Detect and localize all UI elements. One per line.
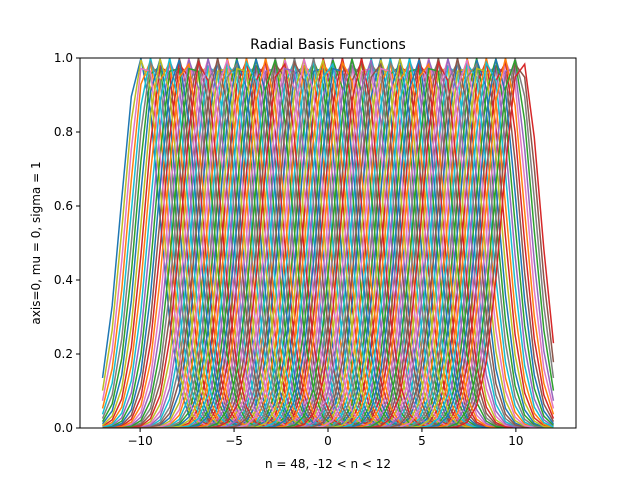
- rbf-curve: [102, 58, 554, 428]
- rbf-curve: [102, 59, 554, 428]
- rbf-curve: [102, 59, 555, 428]
- rbf-curve: [102, 62, 554, 428]
- y-tick-label: 0.6: [54, 199, 73, 213]
- chart-title: Radial Basis Functions: [250, 37, 406, 53]
- rbf-curve: [102, 58, 554, 428]
- x-tick-label: 10: [508, 434, 523, 448]
- x-tick-label: 0: [324, 434, 332, 448]
- rbf-curve: [102, 59, 554, 428]
- y-tick-label: 0.4: [54, 273, 73, 287]
- rbf-curve: [102, 64, 554, 428]
- rbf-curve: [102, 58, 554, 428]
- rbf-curve: [102, 67, 554, 428]
- rbf-curve: [102, 58, 554, 428]
- rbf-curve: [102, 58, 554, 428]
- rbf-curve: [102, 67, 554, 428]
- rbf-curve: [102, 58, 554, 428]
- rbf-curve: [102, 62, 554, 428]
- rbf-curve: [101, 58, 554, 428]
- rbf-curve: [102, 59, 554, 428]
- rbf-curve: [102, 58, 554, 428]
- rbf-curve: [102, 62, 554, 428]
- rbf-curve: [102, 67, 554, 428]
- rbf-curve: [101, 59, 554, 428]
- rbf-curve: [102, 60, 554, 428]
- rbf-curve: [102, 58, 554, 428]
- rbf-curve: [102, 58, 554, 428]
- rbf-curve: [102, 62, 554, 428]
- rbf-curve: [102, 67, 554, 428]
- y-axis: 0.0 0.2 0.4 0.6 0.8 1.0: [54, 51, 80, 435]
- x-tick-label: −5: [225, 434, 243, 448]
- rbf-curve: [102, 59, 554, 428]
- x-tick-label: 5: [418, 434, 426, 448]
- rbf-curve: [102, 60, 554, 428]
- y-tick-label: 0.2: [54, 347, 73, 361]
- rbf-curve: [102, 58, 554, 428]
- rbf-curve: [102, 64, 554, 428]
- rbf-curve: [102, 58, 554, 428]
- rbf-curve: [102, 58, 554, 428]
- rbf-curve: [102, 60, 554, 428]
- x-axis: −10 −5 0 5 10: [127, 428, 524, 448]
- rbf-curve: [102, 62, 554, 428]
- rbf-curve: [102, 58, 554, 428]
- rbf-curve: [102, 67, 555, 428]
- rbf-curve: [102, 58, 554, 428]
- rbf-curve: [102, 58, 554, 428]
- rbf-curve: [102, 59, 554, 428]
- rbf-curve: [102, 60, 554, 428]
- rbf-curve: [102, 60, 554, 428]
- y-axis-label: axis=0, mu = 0, sigma = 1: [29, 161, 43, 324]
- rbf-curve: [102, 62, 554, 428]
- rbf-curve: [102, 58, 554, 428]
- rbf-curve: [102, 60, 554, 428]
- rbf-curve: [102, 62, 555, 428]
- rbf-curve: [102, 67, 554, 428]
- y-tick-label: 0.0: [54, 421, 73, 435]
- rbf-curve: [102, 62, 554, 428]
- x-axis-label: n = 48, -12 < n < 12: [265, 457, 391, 471]
- rbf-curve: [102, 58, 554, 428]
- rbf-curve: [102, 67, 554, 428]
- rbf-curve: [102, 58, 554, 428]
- rbf-curve: [102, 59, 554, 428]
- y-tick-label: 1.0: [54, 51, 73, 65]
- rbf-curve: [102, 58, 555, 428]
- rbf-curve: [102, 59, 554, 428]
- rbf-curve: [102, 58, 554, 428]
- rbf-curve: [102, 58, 554, 428]
- y-tick-label: 0.8: [54, 125, 73, 139]
- rbf-curve: [102, 60, 554, 428]
- rbf-curve: [102, 58, 554, 428]
- rbf-curve: [102, 59, 554, 428]
- rbf-curve: [102, 67, 554, 428]
- rbf-curve: [102, 58, 554, 428]
- rbf-curve: [102, 62, 554, 428]
- rbf-curve: [102, 58, 554, 428]
- plot-area: [101, 58, 555, 428]
- rbf-curve: [102, 62, 555, 428]
- rbf-curve: [102, 60, 555, 428]
- rbf-curve: [102, 67, 554, 428]
- rbf-curve: [102, 62, 554, 428]
- x-tick-label: −10: [127, 434, 152, 448]
- rbf-curve: [102, 62, 554, 428]
- rbf-curve: [102, 58, 555, 428]
- rbf-curve: [101, 58, 554, 428]
- rbf-curve: [102, 59, 554, 428]
- rbf-curve: [102, 58, 554, 428]
- rbf-curve: [102, 62, 554, 428]
- rbf-curve: [102, 67, 554, 428]
